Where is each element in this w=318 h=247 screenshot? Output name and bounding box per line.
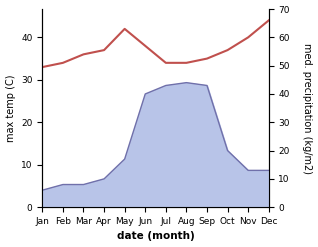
X-axis label: date (month): date (month): [117, 231, 194, 242]
Y-axis label: max temp (C): max temp (C): [5, 74, 16, 142]
Y-axis label: med. precipitation (kg/m2): med. precipitation (kg/m2): [302, 43, 313, 174]
